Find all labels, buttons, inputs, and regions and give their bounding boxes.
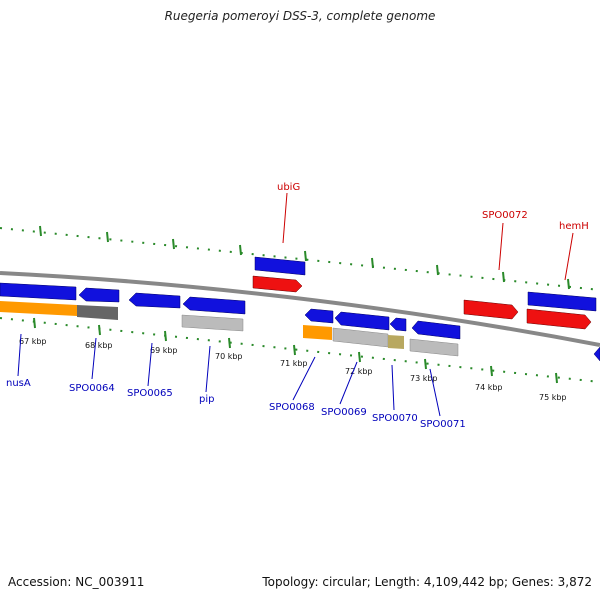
reverse-gene-labels: nusA SPO0064 SPO0065 pip SPO0068 SPO0069… [6,378,466,430]
kbp-label: 70 kbp [215,352,243,361]
kbp-label: 69 kbp [150,346,178,355]
label-leaders [17,192,574,417]
gene-label-ubiG[interactable]: ubiG [277,182,300,193]
gene-label-SPO0071[interactable]: SPO0071 [420,419,466,430]
gene-hemH-arrow[interactable] [526,308,592,330]
gene-SPO0072-arrow[interactable] [463,299,519,320]
gene-SPO0069-arrow[interactable] [334,311,390,331]
genome-stats-text: Topology: circular; Length: 4,109,442 bp… [262,575,592,589]
kbp-label: 68 kbp [85,341,113,350]
forward-gene-labels: ubiG SPO0072 hemH [277,182,589,232]
genome-backbone [0,271,600,347]
gene-ubiG-blue-band [254,256,306,276]
gene-label-SPO0065[interactable]: SPO0065 [127,388,173,399]
gene-label-SPO0069[interactable]: SPO0069 [321,407,367,418]
gene-label-SPO0064[interactable]: SPO0064 [69,383,115,394]
gene-SPO0065-arrow[interactable] [128,292,181,309]
kbp-label: 71 kbp [280,359,308,368]
gene-edge-right-arrow[interactable] [593,346,600,362]
annotation-tracks [0,301,459,357]
gene-label-hemH[interactable]: hemH [559,221,589,232]
gene-upper-right-arrow[interactable] [527,291,597,312]
kbp-label: 73 kbp [410,374,438,383]
gene-SPO0071-arrow[interactable] [411,320,461,340]
gene-SPO0070-arrow[interactable] [389,317,407,332]
kbp-label: 67 kbp [19,337,47,346]
kbp-label: 72 kbp [345,367,373,376]
gene-SPO0068-arrow[interactable] [304,308,334,324]
gene-label-SPO0072[interactable]: SPO0072 [482,210,528,221]
gene-ubiG-arrow[interactable] [252,275,303,293]
forward-strand-genes [252,256,592,330]
kbp-label: 74 kbp [475,383,503,392]
reverse-strand-genes [0,282,600,362]
accession-text: Accession: NC_003911 [8,575,145,589]
gene-nusA-arrow[interactable] [0,282,77,301]
lower-tick-track [0,317,600,384]
gene-SPO0064-arrow[interactable] [78,287,120,303]
gene-label-nusA[interactable]: nusA [6,378,31,389]
gene-label-pip[interactable]: pip [199,394,214,405]
kbp-label: 75 kbp [539,393,567,402]
map-title: Ruegeria pomeroyi DSS-3, complete genome [164,9,436,23]
gene-label-SPO0070[interactable]: SPO0070 [372,413,418,424]
gene-pip-arrow[interactable] [182,296,246,315]
upper-tick-track [0,225,600,291]
gene-label-SPO0068[interactable]: SPO0068 [269,402,315,413]
kbp-labels: 67 kbp 68 kbp 69 kbp 70 kbp 71 kbp 72 kb… [19,337,567,402]
